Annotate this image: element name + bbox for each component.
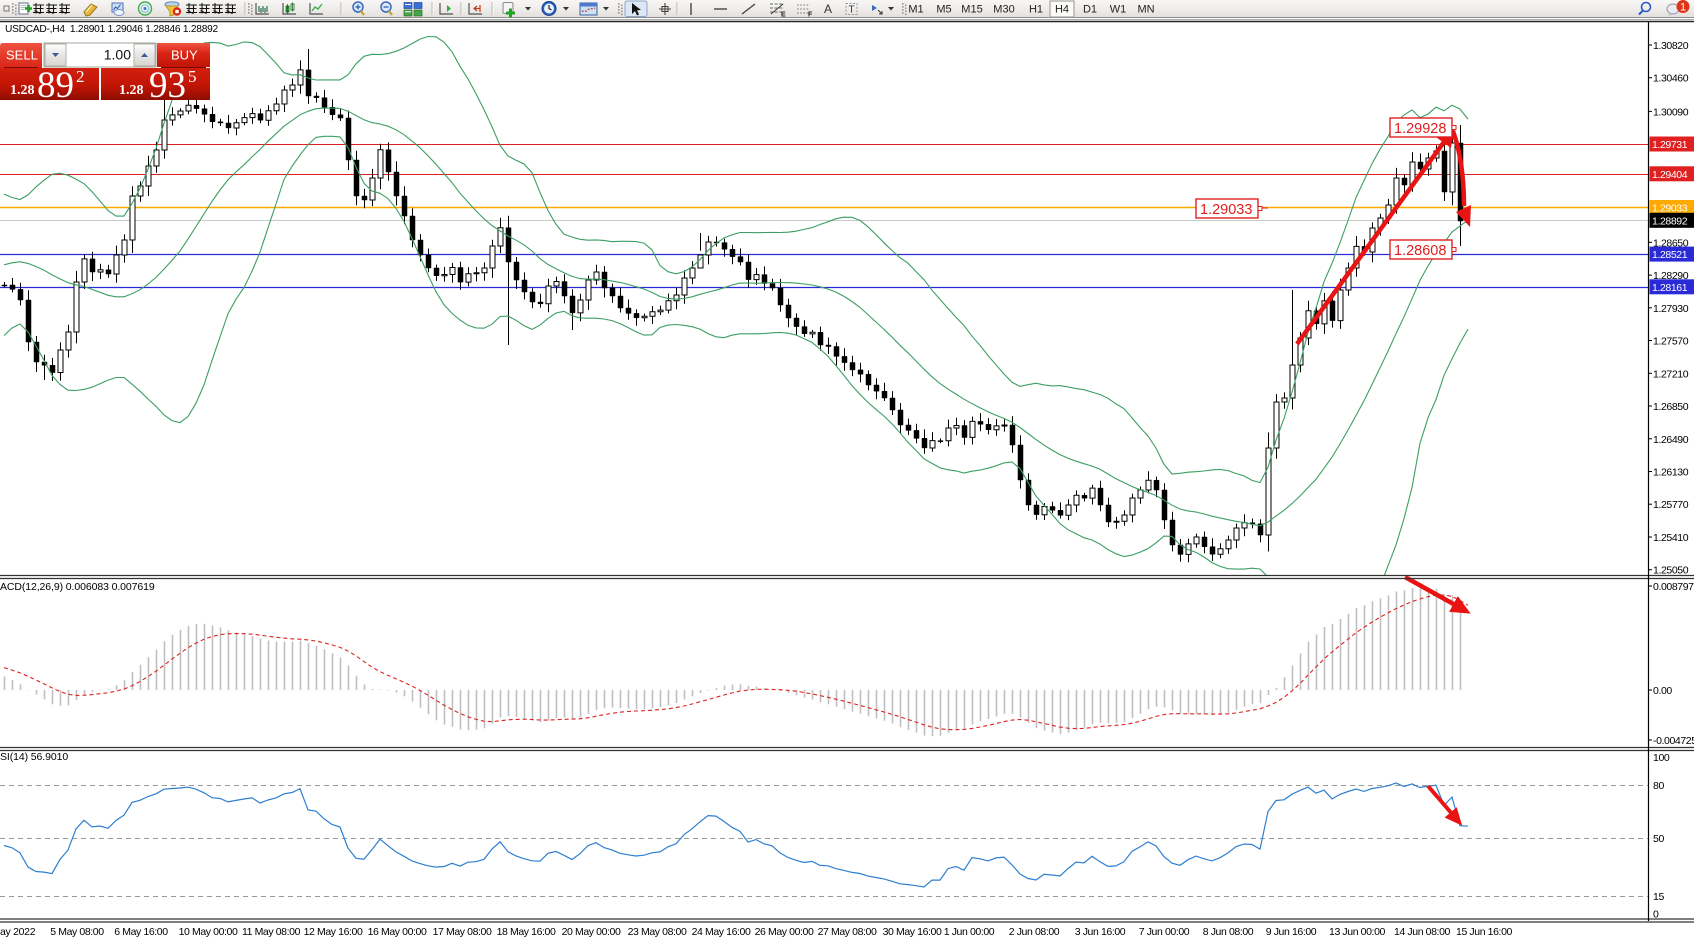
svg-text:13 Jun 00:00: 13 Jun 00:00 [1329,926,1385,938]
svg-text:F: F [808,12,813,19]
svg-text:15 Jun 16:00: 15 Jun 16:00 [1456,926,1512,938]
svg-text:5 May 08:00: 5 May 08:00 [50,926,104,938]
svg-text:SI(14) 56.9010: SI(14) 56.9010 [0,751,68,763]
svg-text:1.28650: 1.28650 [1653,237,1689,249]
svg-text:80: 80 [1653,780,1664,792]
svg-text:1.30460: 1.30460 [1653,73,1689,85]
svg-text:30 May 16:00: 30 May 16:00 [883,926,942,938]
svg-text:12 May 16:00: 12 May 16:00 [304,926,363,938]
svg-text:1.28: 1.28 [10,83,35,98]
svg-text:1.28: 1.28 [119,83,144,98]
svg-text:7 Jun 00:00: 7 Jun 00:00 [1139,926,1190,938]
svg-text:0.00: 0.00 [1653,685,1672,697]
svg-text:ACD(12,26,9) 0.006083 0.007619: ACD(12,26,9) 0.006083 0.007619 [0,581,155,593]
svg-text:1.27570: 1.27570 [1653,336,1689,348]
svg-text:USDCAD-,H4 1.28901 1.29046 1.: USDCAD-,H4 1.28901 1.29046 1.28846 1.288… [5,24,219,35]
svg-text:1.29033: 1.29033 [1652,203,1688,215]
svg-text:1.25410: 1.25410 [1653,532,1689,544]
svg-text:1.29928: 1.29928 [1394,121,1446,137]
svg-text:1.29033: 1.29033 [1200,202,1252,218]
svg-text:1.28161: 1.28161 [1652,282,1688,294]
svg-text:1.26130: 1.26130 [1653,467,1689,479]
svg-text:5: 5 [188,67,197,86]
svg-text:1.28608: 1.28608 [1394,243,1446,259]
svg-text:8 Jun 08:00: 8 Jun 08:00 [1203,926,1254,938]
svg-text:1.29731: 1.29731 [1652,139,1688,151]
svg-text:M30: M30 [993,4,1014,16]
svg-text:1.27210: 1.27210 [1653,368,1689,380]
svg-text:T: T [849,5,855,16]
svg-text:E: E [781,12,786,19]
svg-text:100: 100 [1653,752,1670,764]
svg-text:9 Jun 16:00: 9 Jun 16:00 [1266,926,1317,938]
svg-text:1.00: 1.00 [104,47,131,63]
svg-text:D1: D1 [1083,4,1097,16]
svg-text:W1: W1 [1110,4,1127,16]
svg-text:1.25770: 1.25770 [1653,499,1689,511]
svg-text:17 May 08:00: 17 May 08:00 [433,926,492,938]
svg-text:1: 1 [1680,2,1686,14]
svg-text:50: 50 [1653,833,1664,845]
svg-text:0.008797: 0.008797 [1653,581,1694,593]
svg-text:1.28521: 1.28521 [1652,249,1688,261]
svg-text:H4: H4 [1055,4,1069,16]
svg-text:18 May 16:00: 18 May 16:00 [497,926,556,938]
svg-text:1.29404: 1.29404 [1652,169,1688,181]
svg-text:1.26850: 1.26850 [1653,401,1689,413]
svg-text:27 May 08:00: 27 May 08:00 [818,926,877,938]
svg-text:1.27930: 1.27930 [1653,303,1689,315]
svg-text:M15: M15 [961,4,982,16]
svg-text:1.26490: 1.26490 [1653,434,1689,446]
svg-text:3 Jun 16:00: 3 Jun 16:00 [1075,926,1126,938]
svg-text:6 May 16:00: 6 May 16:00 [114,926,168,938]
svg-text:M5: M5 [936,4,951,16]
svg-text:20 May 00:00: 20 May 00:00 [562,926,621,938]
svg-text:2: 2 [76,67,85,86]
svg-text:1.30820: 1.30820 [1653,40,1689,52]
svg-text:-0.004725: -0.004725 [1653,735,1694,747]
svg-text:1 Jun 00:00: 1 Jun 00:00 [944,926,995,938]
svg-text:A: A [824,2,832,16]
svg-text:H1: H1 [1029,4,1043,16]
svg-text:0: 0 [1653,909,1659,921]
svg-text:11 May 08:00: 11 May 08:00 [242,926,301,938]
svg-text:93: 93 [149,65,186,106]
svg-text:14 Jun 08:00: 14 Jun 08:00 [1394,926,1450,938]
svg-text:89: 89 [37,65,74,106]
svg-text:26 May 00:00: 26 May 00:00 [755,926,814,938]
svg-text:1.30090: 1.30090 [1653,106,1689,118]
svg-text:1.28892: 1.28892 [1652,215,1688,227]
svg-text:1.25050: 1.25050 [1653,565,1689,577]
svg-text:SELL: SELL [6,48,38,63]
svg-text:MN: MN [1137,4,1154,16]
svg-text:BUY: BUY [171,48,198,63]
svg-text:M1: M1 [908,4,923,16]
svg-text:10 May 00:00: 10 May 00:00 [179,926,238,938]
svg-text:24 May 16:00: 24 May 16:00 [692,926,751,938]
svg-text:1.28290: 1.28290 [1653,270,1689,282]
svg-text:2 Jun 08:00: 2 Jun 08:00 [1009,926,1060,938]
svg-text:16 May 00:00: 16 May 00:00 [368,926,427,938]
svg-text:ay 2022: ay 2022 [0,926,36,938]
svg-text:15: 15 [1653,891,1664,903]
svg-text:23 May 08:00: 23 May 08:00 [628,926,687,938]
